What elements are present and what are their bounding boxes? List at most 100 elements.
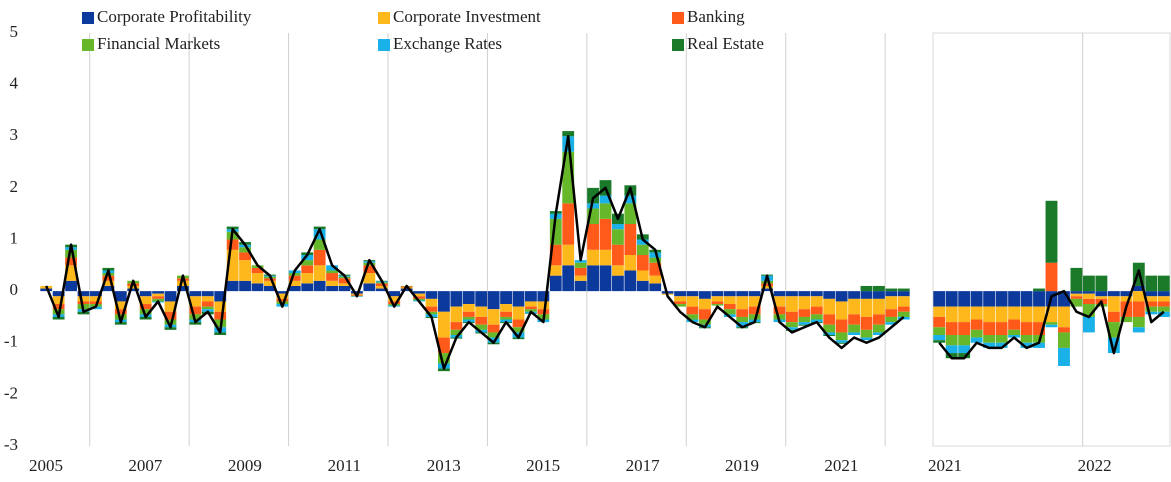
x-tick-label: 2021 [928, 456, 962, 475]
bar-segment [1132, 316, 1145, 328]
bar-segment [226, 226, 239, 230]
bar-segment [885, 296, 898, 310]
bar-segment [77, 296, 90, 302]
bar-segment [1020, 335, 1033, 343]
bar-segment [500, 291, 512, 305]
bar-segment [686, 296, 699, 307]
bar-segment [958, 335, 971, 346]
legend-label: Real Estate [687, 34, 764, 53]
bar-segment [326, 280, 338, 286]
bar-segment [958, 291, 971, 307]
bar-segment [649, 275, 662, 284]
bar-segment [848, 314, 860, 325]
bar-segment [114, 301, 127, 310]
bar-segment [214, 311, 227, 320]
bar-segment [860, 285, 873, 292]
bar-segment [1033, 322, 1045, 336]
bar-segment [699, 298, 711, 310]
bar-segment [313, 229, 326, 240]
bar-segment [326, 285, 338, 292]
bar-segment [958, 306, 971, 323]
bar-segment [798, 291, 811, 297]
bar-segment [65, 257, 77, 266]
bar-segment [860, 329, 873, 338]
bar-segment [761, 283, 773, 286]
bar-segment [239, 252, 251, 261]
bar-segment [1132, 301, 1145, 317]
bar-segment [945, 306, 958, 323]
bar-segment [574, 262, 587, 268]
bar-segment [810, 314, 823, 320]
bar-segment [301, 273, 314, 284]
bar-segment [90, 291, 102, 297]
bar-segment [226, 239, 239, 250]
bar-segment [276, 293, 289, 299]
bar-segment [201, 291, 214, 297]
bar-segment [338, 283, 351, 286]
bar-segment [636, 244, 649, 255]
bar-segment [1157, 291, 1170, 297]
bar-segment [338, 285, 351, 292]
legend-label: Financial Markets [97, 34, 220, 53]
bar-segment [885, 291, 898, 297]
bar-segment [761, 288, 773, 292]
bar-segment [562, 265, 575, 292]
bar-segment [649, 252, 662, 258]
bar-segment [462, 291, 475, 305]
bar-segment [189, 296, 202, 307]
bar-segment [1070, 267, 1083, 292]
bar-segment [189, 322, 202, 325]
bar-segment [624, 224, 637, 255]
bar-segment [798, 324, 811, 326]
bar-segment [636, 239, 649, 245]
bar-segment [500, 316, 512, 320]
bar-segment [860, 337, 873, 341]
bar-segment [624, 270, 637, 292]
bar-segment [450, 291, 463, 307]
bar-segment [438, 291, 450, 312]
bar-segment [674, 304, 686, 307]
bar-segment [164, 327, 177, 330]
bar-segment [798, 296, 811, 310]
bar-segment [945, 335, 958, 346]
bar-segment [649, 257, 662, 263]
bar-segment [214, 332, 227, 336]
bar-segment [500, 304, 512, 312]
bar-segment [885, 322, 898, 325]
bar-segment [574, 280, 587, 292]
bar-segment [748, 296, 761, 307]
bar-segment [995, 342, 1008, 348]
bar-segment [152, 298, 164, 302]
bar-segment [512, 306, 525, 320]
bar-segment [487, 324, 500, 333]
bar-segment [475, 291, 488, 307]
bar-segment [848, 291, 860, 299]
bar-segment [1082, 316, 1095, 333]
bar-segment [587, 203, 599, 209]
bar-segment [326, 265, 338, 271]
bar-segment [313, 226, 326, 230]
bar-segment [425, 306, 438, 312]
bar-segment [40, 288, 53, 292]
x-tick-label: 2022 [1078, 456, 1112, 475]
bar-segment [995, 335, 1008, 343]
bar-segment [152, 296, 164, 299]
bar-segment [562, 203, 575, 245]
bar-segment [549, 265, 562, 276]
bar-segment [748, 314, 761, 320]
bar-segment [897, 291, 910, 297]
legend-label: Banking [687, 7, 745, 26]
legend-swatch [378, 12, 390, 24]
bar-segment [810, 306, 823, 315]
bar-segment [525, 306, 537, 310]
bar-segment [114, 291, 127, 302]
bar-segment [612, 224, 624, 230]
bar-segment [686, 306, 699, 315]
bar-segment [1070, 293, 1083, 297]
bar-segment [835, 301, 848, 320]
bar-segment [388, 296, 401, 302]
bar-segment [773, 296, 786, 307]
bar-segment [1070, 291, 1083, 294]
bar-segment [649, 262, 662, 276]
bar-segment [1107, 291, 1120, 297]
